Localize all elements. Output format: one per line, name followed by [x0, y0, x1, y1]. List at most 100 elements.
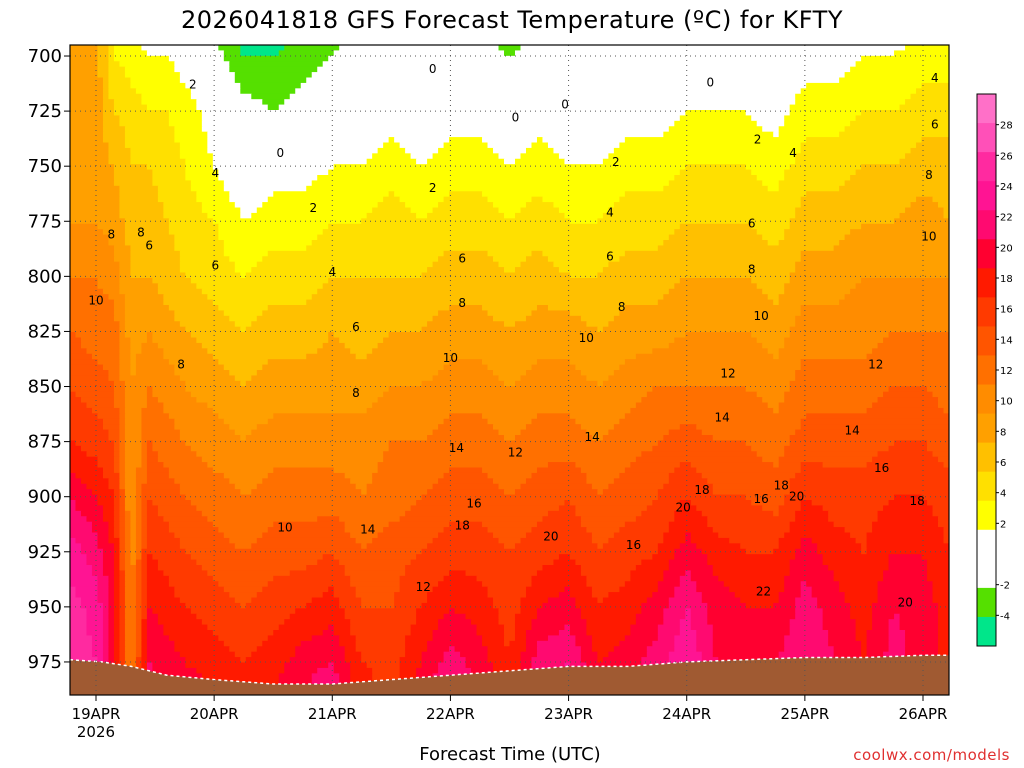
- temperature-cell: [789, 624, 824, 631]
- temperature-cell: [679, 462, 692, 469]
- temperature-cell: [223, 310, 263, 317]
- temperature-cell: [240, 602, 247, 609]
- temperature-cell: [668, 126, 763, 133]
- temperature-cell: [641, 397, 763, 404]
- temperature-cell: [674, 510, 703, 517]
- temperature-cell: [207, 131, 664, 138]
- grid-lines: [70, 45, 949, 695]
- temperature-cell: [443, 651, 461, 658]
- temperature-cell: [108, 61, 121, 68]
- temperature-cell: [575, 418, 620, 425]
- temperature-cell: [86, 451, 115, 458]
- temperature-cell: [75, 537, 99, 544]
- temperature-cell: [778, 651, 835, 658]
- temperature-cell: [355, 353, 368, 360]
- temperature-cell: [602, 489, 659, 496]
- temperature-cell: [273, 521, 346, 528]
- temperature-cell: [141, 348, 164, 355]
- temperature-cell: [70, 147, 110, 154]
- temperature-cell: [844, 597, 879, 604]
- temperature-cell: [174, 640, 225, 647]
- temperature-cell: [932, 510, 949, 517]
- temperature-cell: [124, 424, 143, 431]
- temperature-cell: [212, 218, 362, 225]
- temperature-cell: [267, 418, 445, 425]
- temperature-cell: [514, 50, 895, 57]
- temperature-cell: [119, 353, 132, 360]
- temperature-cell: [157, 619, 203, 626]
- temperature-cell: [185, 82, 241, 89]
- temperature-cell: [707, 516, 796, 523]
- temperature-cell: [932, 391, 949, 398]
- temperature-cell: [130, 77, 181, 84]
- contour-label: 8: [925, 168, 933, 182]
- temperature-cell: [536, 608, 582, 615]
- temperature-cell: [438, 370, 494, 377]
- temperature-cell: [531, 196, 544, 203]
- temperature-cell: [339, 678, 351, 685]
- temperature-cell: [284, 99, 796, 106]
- temperature-cell: [674, 586, 697, 593]
- temperature-cell: [146, 651, 181, 658]
- temperature-cell: [273, 630, 324, 637]
- temperature-cell: [471, 619, 500, 626]
- temperature-cell: [163, 202, 203, 209]
- temperature-cell: [70, 218, 126, 225]
- temperature-cell: [498, 613, 516, 620]
- temperature-cell: [130, 348, 143, 355]
- temperature-cell: [432, 207, 500, 214]
- temperature-cell: [113, 619, 121, 626]
- temperature-cell: [602, 597, 648, 604]
- temperature-cell: [498, 608, 522, 615]
- temperature-cell: [482, 305, 538, 312]
- temperature-cell: [542, 196, 620, 203]
- temperature-cell: [504, 321, 516, 328]
- temperature-cell: [531, 575, 588, 582]
- temperature-cell: [888, 565, 928, 572]
- temperature-cell: [146, 478, 175, 485]
- temperature-cell: [311, 597, 340, 604]
- temperature-cell: [443, 196, 489, 203]
- temperature-cell: [70, 142, 110, 149]
- temperature-cell: [679, 223, 752, 230]
- temperature-cell: [580, 646, 593, 653]
- temperature-cell: [108, 640, 115, 647]
- temperature-cell: [113, 602, 121, 609]
- temperature-cell: [86, 624, 104, 631]
- temperature-cell: [333, 586, 357, 593]
- temperature-cell: [493, 532, 527, 539]
- temperature-cell: [372, 537, 434, 544]
- temperature-cell: [795, 429, 949, 436]
- temperature-cell: [591, 435, 604, 442]
- temperature-cell: [108, 483, 121, 490]
- temperature-cell: [97, 537, 110, 544]
- temperature-cell: [113, 456, 121, 463]
- temperature-cell: [668, 478, 708, 485]
- temperature-cell: [108, 375, 121, 382]
- temperature-cell: [872, 608, 939, 615]
- temperature-cell: [927, 559, 949, 566]
- temperature-cell: [520, 662, 533, 669]
- temperature-cell: [465, 613, 500, 620]
- temperature-cell: [124, 305, 170, 312]
- temperature-cell: [789, 218, 895, 225]
- temperature-cell: [833, 245, 949, 252]
- temperature-cell: [124, 445, 143, 452]
- temperature-cell: [767, 294, 780, 301]
- temperature-cell: [141, 586, 148, 593]
- temperature-cell: [833, 575, 884, 582]
- temperature-cell: [212, 521, 274, 528]
- temperature-cell: [124, 651, 137, 658]
- temperature-cell: [762, 234, 785, 241]
- temperature-cell: [608, 261, 796, 268]
- temperature-cell: [591, 586, 620, 593]
- temperature-cell: [806, 137, 923, 144]
- temperature-cell: [168, 472, 225, 479]
- temperature-cell: [657, 586, 675, 593]
- temperature-cell: [657, 624, 681, 631]
- temperature-cell: [536, 137, 544, 144]
- temperature-cell: [927, 565, 949, 572]
- temperature-cell: [493, 478, 527, 485]
- temperature-cell: [135, 88, 192, 95]
- temperature-cell: [262, 310, 439, 317]
